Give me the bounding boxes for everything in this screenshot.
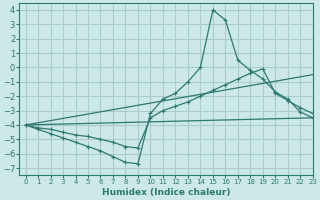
X-axis label: Humidex (Indice chaleur): Humidex (Indice chaleur) [102,188,230,197]
